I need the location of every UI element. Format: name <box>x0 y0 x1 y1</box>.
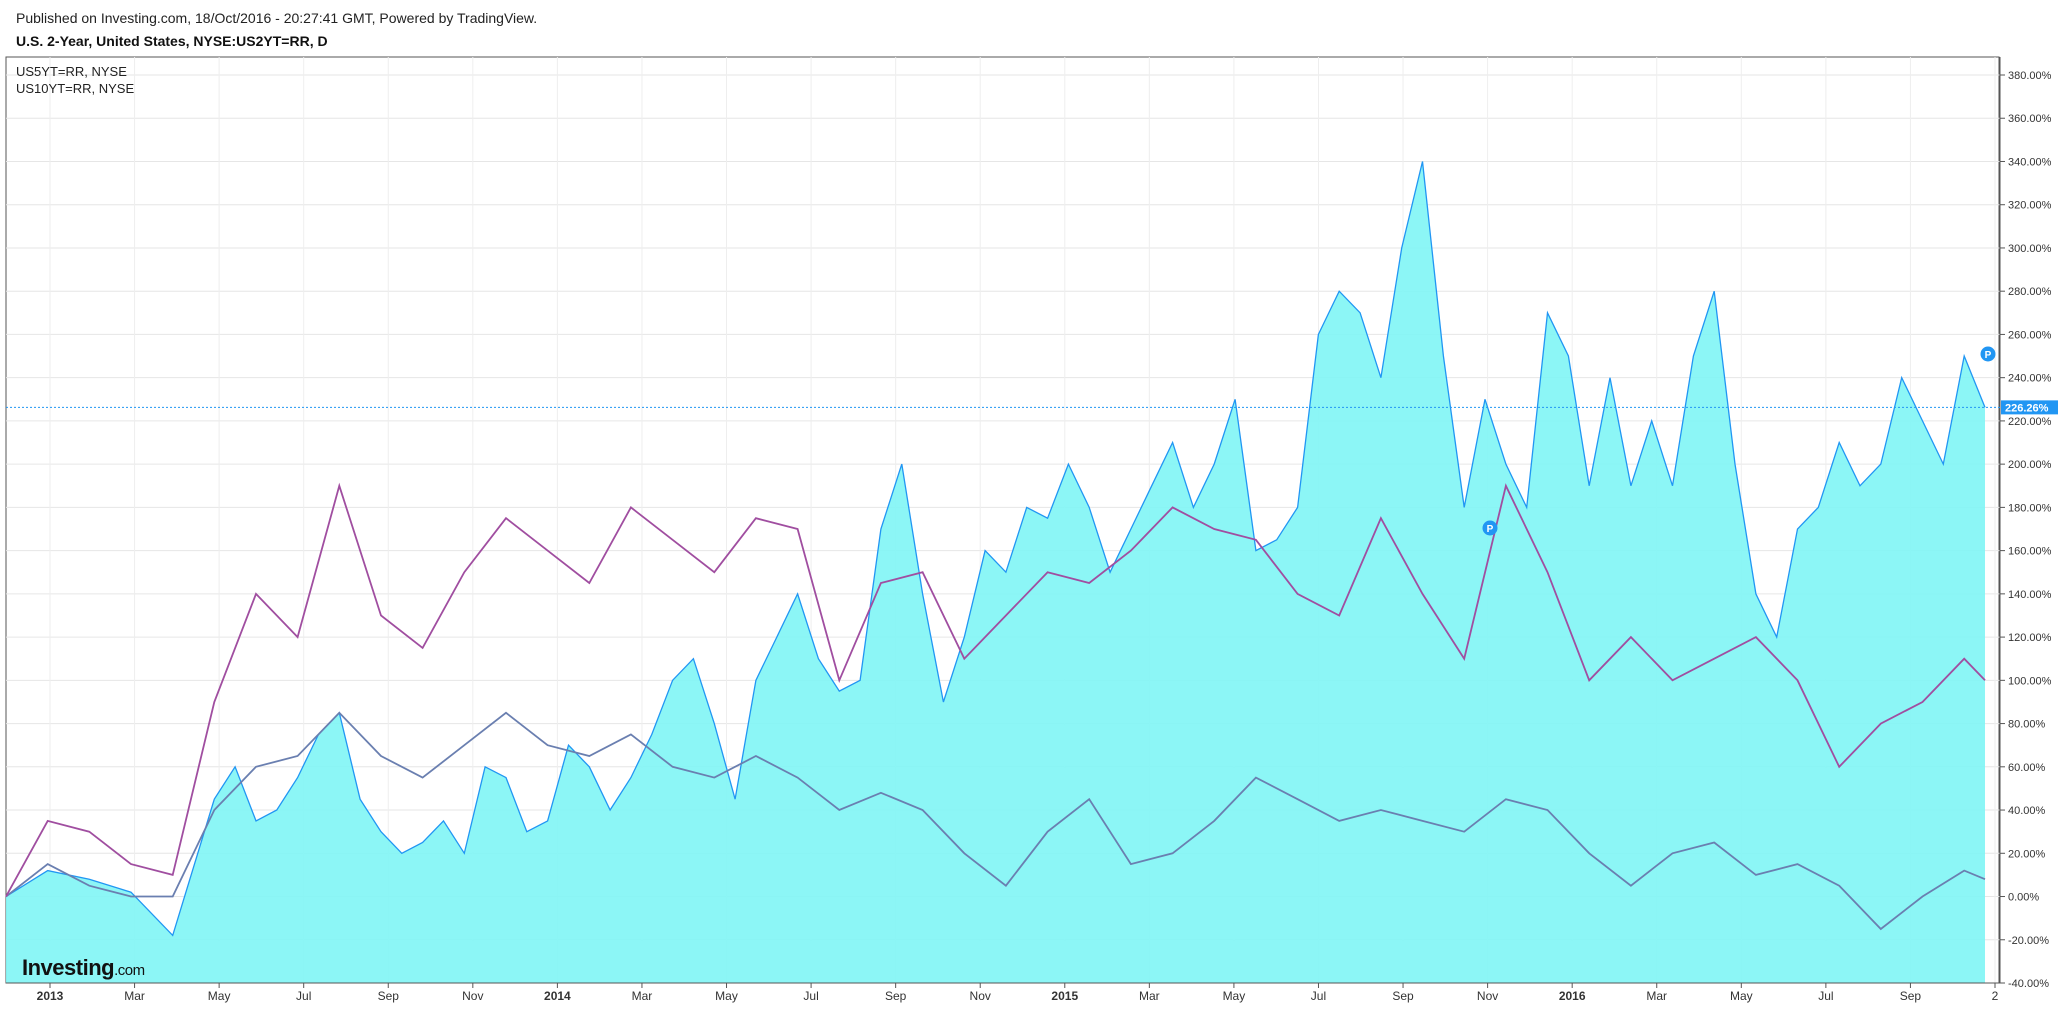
line-us10 <box>5 482 1986 897</box>
area-fill-us2 <box>6 161 1985 983</box>
x-tick-label: Mar <box>124 989 145 1003</box>
x-tick-label: Nov <box>1477 989 1498 1003</box>
y-tick-label: 280.00% <box>2008 286 2052 298</box>
series-layer <box>5 161 1986 983</box>
x-tick-label: Nov <box>462 989 483 1003</box>
y-tick-label: 40.00% <box>2008 805 2046 817</box>
x-tick-label: 2016 <box>1559 989 1586 1003</box>
x-axis: 2013 Mar May Jul Sep Nov 2014 Mar May Jul Sep Nov 20… <box>37 983 1999 1003</box>
x-tick-label: Mar <box>1646 989 1667 1003</box>
y-tick-label: 160.00% <box>2008 546 2052 558</box>
y-tick-label: 120.00% <box>2008 632 2052 644</box>
y-tick-label: -40.00% <box>2008 978 2049 990</box>
x-tick-label: Mar <box>632 989 653 1003</box>
legend-us10: US10YT=RR, NYSE <box>16 81 135 96</box>
legend-us5: US5YT=RR, NYSE <box>16 64 127 79</box>
x-tick-label: 2015 <box>1051 989 1078 1003</box>
y-tick-label: 320.00% <box>2008 200 2052 212</box>
markers: 226.26% P P <box>6 346 2058 536</box>
x-tick-label: Sep <box>378 989 400 1003</box>
y-tick-label: 180.00% <box>2008 502 2052 514</box>
p-marker-label: P <box>1985 350 1992 361</box>
y-tick-label: 20.00% <box>2008 848 2046 860</box>
y-tick-label: 300.00% <box>2008 243 2052 255</box>
x-tick-label: Mar <box>1139 989 1160 1003</box>
x-tick-label: May <box>1223 989 1246 1003</box>
investing-logo: Investing.com <box>22 955 145 981</box>
x-tick-label: Jul <box>1311 989 1326 1003</box>
x-tick-label: May <box>715 989 738 1003</box>
x-tick-label: 2 <box>1992 989 1999 1003</box>
chart-title: U.S. 2-Year, United States, NYSE:US2YT=R… <box>16 33 328 49</box>
x-tick-label: May <box>208 989 231 1003</box>
x-tick-label: Sep <box>1900 989 1922 1003</box>
y-tick-label: 360.00% <box>2008 113 2052 125</box>
y-tick-label: 80.00% <box>2008 719 2046 731</box>
y-tick-label: 100.00% <box>2008 675 2052 687</box>
y-tick-label: 200.00% <box>2008 459 2052 471</box>
x-tick-label: 2014 <box>544 989 571 1003</box>
y-tick-label: 240.00% <box>2008 373 2052 385</box>
y-tick-label: 140.00% <box>2008 589 2052 601</box>
area-line-us2 <box>5 161 1986 937</box>
published-note: Published on Investing.com, 18/Oct/2016 … <box>16 10 538 26</box>
x-tick-label: Sep <box>885 989 907 1003</box>
y-tick-label: 260.00% <box>2008 329 2052 341</box>
line-us5 <box>5 711 1986 931</box>
x-tick-label: 2013 <box>37 989 64 1003</box>
x-tick-label: May <box>1730 989 1753 1003</box>
y-tick-label: 380.00% <box>2008 70 2052 82</box>
x-tick-label: Jul <box>803 989 818 1003</box>
p-marker-label: P <box>1487 524 1494 535</box>
y-tick-label: 60.00% <box>2008 762 2046 774</box>
x-tick-label: Nov <box>970 989 991 1003</box>
x-tick-label: Jul <box>1818 989 1833 1003</box>
y-tick-label: 220.00% <box>2008 416 2052 428</box>
y-tick-label: -20.00% <box>2008 935 2049 947</box>
y-tick-label: 0.00% <box>2008 892 2039 904</box>
y-tick-label: 340.00% <box>2008 156 2052 168</box>
current-value-label: 226.26% <box>2005 402 2049 414</box>
logo-main: Investing <box>22 955 115 980</box>
x-tick-label: Jul <box>296 989 311 1003</box>
current-value-badge <box>2001 400 2058 415</box>
p-marker-circle <box>1482 520 1498 536</box>
p-marker-circle <box>1980 346 1996 362</box>
y-axis: 380.00% 360.00% 340.00% 320.00% 300.00% 280.0… <box>2000 70 2052 990</box>
x-tick-label: Sep <box>1392 989 1414 1003</box>
logo-suffix: .com <box>114 962 145 979</box>
